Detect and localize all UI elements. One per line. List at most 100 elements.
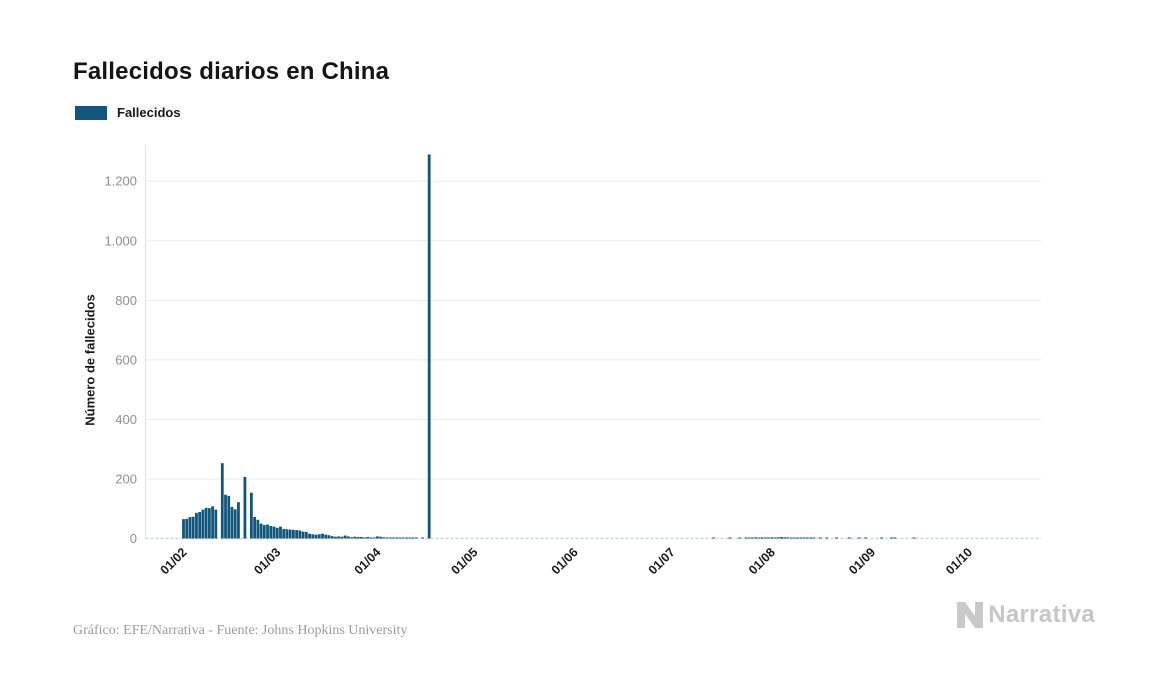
bar[interactable]: [388, 537, 392, 539]
bar[interactable]: [369, 537, 373, 539]
bar[interactable]: [227, 495, 231, 539]
bar[interactable]: [311, 534, 315, 539]
bar[interactable]: [825, 537, 829, 539]
bar[interactable]: [253, 517, 257, 539]
bar[interactable]: [282, 528, 286, 539]
bar[interactable]: [864, 537, 867, 539]
bar[interactable]: [334, 536, 337, 539]
bar[interactable]: [763, 537, 767, 539]
bar[interactable]: [350, 537, 353, 539]
bar[interactable]: [776, 537, 780, 539]
bar[interactable]: [188, 517, 192, 539]
bar[interactable]: [363, 537, 366, 539]
bar[interactable]: [243, 476, 247, 539]
bar[interactable]: [376, 536, 379, 539]
bar[interactable]: [214, 509, 218, 539]
bar[interactable]: [780, 537, 783, 539]
bar[interactable]: [793, 537, 796, 539]
bar[interactable]: [757, 537, 761, 539]
bar[interactable]: [799, 537, 803, 539]
bar[interactable]: [809, 537, 813, 539]
bar[interactable]: [773, 537, 777, 539]
bar[interactable]: [408, 537, 412, 539]
bar[interactable]: [857, 537, 861, 539]
bar[interactable]: [880, 537, 884, 539]
bar[interactable]: [249, 492, 253, 539]
bar[interactable]: [786, 537, 790, 539]
bar[interactable]: [802, 537, 806, 539]
bar[interactable]: [237, 502, 240, 539]
legend[interactable]: Fallecidos: [75, 105, 181, 120]
bar[interactable]: [327, 535, 331, 539]
bar[interactable]: [401, 537, 405, 539]
bar[interactable]: [298, 530, 302, 539]
bar[interactable]: [233, 509, 237, 539]
bar[interactable]: [266, 524, 269, 539]
bar[interactable]: [262, 525, 266, 539]
bar[interactable]: [256, 519, 260, 539]
bar[interactable]: [789, 537, 793, 539]
bar[interactable]: [195, 512, 198, 539]
bar[interactable]: [728, 537, 732, 539]
bar[interactable]: [308, 533, 311, 539]
bar[interactable]: [285, 529, 289, 539]
bar[interactable]: [812, 537, 816, 539]
bar[interactable]: [912, 537, 916, 539]
bar[interactable]: [744, 537, 748, 539]
bar[interactable]: [818, 537, 822, 539]
bar[interactable]: [301, 531, 305, 539]
bar[interactable]: [414, 537, 418, 539]
bar[interactable]: [201, 509, 205, 539]
bar[interactable]: [395, 537, 399, 539]
bar[interactable]: [783, 537, 787, 539]
bar[interactable]: [204, 507, 208, 539]
bar[interactable]: [848, 537, 851, 539]
bar[interactable]: [738, 537, 741, 539]
bar[interactable]: [346, 536, 350, 539]
bar[interactable]: [760, 537, 764, 539]
bar[interactable]: [353, 536, 357, 539]
bar[interactable]: [314, 534, 318, 539]
bar[interactable]: [427, 154, 431, 539]
bar[interactable]: [224, 494, 227, 539]
bar[interactable]: [207, 508, 211, 539]
bar[interactable]: [259, 523, 263, 539]
bar[interactable]: [279, 526, 282, 539]
bar[interactable]: [770, 537, 774, 539]
bar[interactable]: [220, 463, 224, 539]
bar[interactable]: [385, 537, 389, 539]
bar[interactable]: [211, 506, 214, 539]
bar[interactable]: [398, 537, 402, 539]
bar[interactable]: [372, 537, 376, 539]
bar[interactable]: [356, 537, 360, 539]
bar[interactable]: [198, 512, 202, 539]
bar[interactable]: [330, 536, 334, 539]
bar[interactable]: [182, 519, 185, 539]
bar[interactable]: [337, 536, 341, 539]
bar[interactable]: [421, 537, 425, 539]
bar[interactable]: [747, 537, 751, 539]
bar[interactable]: [835, 537, 838, 539]
bar[interactable]: [366, 537, 370, 539]
bar[interactable]: [411, 537, 415, 539]
bar[interactable]: [405, 537, 408, 539]
bar[interactable]: [392, 537, 396, 539]
bar[interactable]: [272, 526, 276, 539]
bar[interactable]: [712, 537, 716, 539]
bar[interactable]: [304, 531, 308, 539]
bar[interactable]: [185, 518, 189, 539]
bar[interactable]: [893, 537, 897, 539]
bar[interactable]: [275, 527, 279, 539]
bar[interactable]: [754, 537, 758, 539]
bar[interactable]: [317, 534, 321, 539]
bar[interactable]: [292, 529, 295, 539]
bar[interactable]: [324, 534, 328, 539]
bar[interactable]: [191, 516, 195, 539]
bar[interactable]: [295, 530, 299, 539]
bar[interactable]: [269, 526, 273, 539]
bar[interactable]: [890, 537, 893, 539]
bar[interactable]: [343, 535, 347, 539]
bar[interactable]: [805, 537, 809, 539]
bar[interactable]: [767, 537, 770, 539]
bar[interactable]: [321, 533, 324, 539]
